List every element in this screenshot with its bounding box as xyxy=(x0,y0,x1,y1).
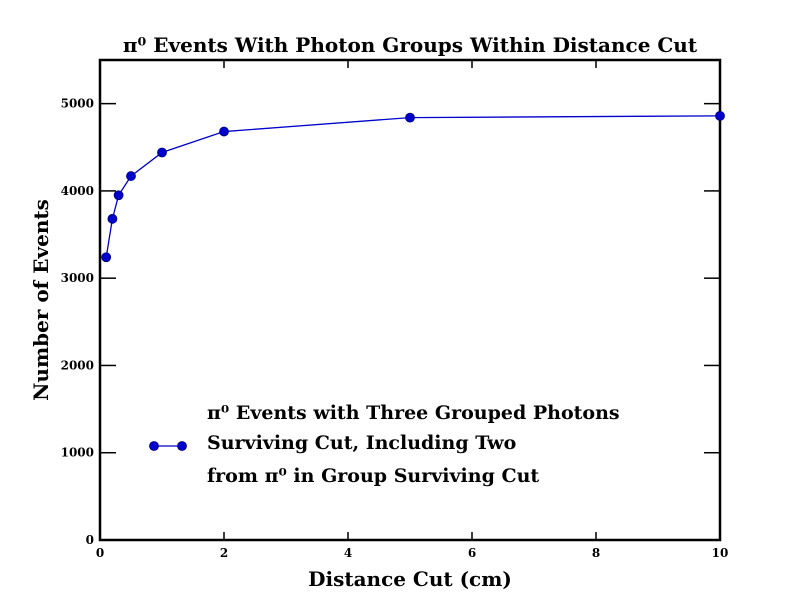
y-tick-label: 1000 xyxy=(61,446,94,460)
x-axis-label: Distance Cut (cm) xyxy=(308,567,512,591)
y-tick-label: 0 xyxy=(86,533,94,547)
data-point xyxy=(219,126,229,137)
y-tick-label: 2000 xyxy=(61,358,94,372)
x-tick-label: 10 xyxy=(712,546,729,560)
plot-frame xyxy=(98,58,722,542)
x-tick-label: 2 xyxy=(220,546,228,560)
y-tick-label: 4000 xyxy=(61,184,94,198)
legend: π⁰ Events with Three Grouped Photons Surv… xyxy=(149,402,620,487)
data-point xyxy=(405,112,415,123)
data-point xyxy=(157,147,167,158)
legend-label-line: π⁰ Events with Three Grouped Photons xyxy=(207,402,620,424)
x-tick-label: 4 xyxy=(344,546,352,560)
y-axis-label: Number of Events xyxy=(29,199,53,401)
series-layer xyxy=(101,110,725,263)
legend-label-line: Surviving Cut, Including Two xyxy=(207,432,516,454)
legend-swatch-marker xyxy=(177,441,187,451)
x-tick-label: 0 xyxy=(96,546,104,560)
x-tick-label: 8 xyxy=(592,546,600,560)
data-point xyxy=(101,252,112,263)
chart-title: π⁰ Events With Photon Groups Within Dist… xyxy=(123,33,698,57)
series-line xyxy=(105,115,721,258)
x-tick-label: 6 xyxy=(468,546,476,560)
axis-ticks: 0 2 4 6 8 10 0 1000 2000 3000 4000 5000 xyxy=(61,60,729,560)
legend-label-line: from π⁰ in Group Surviving Cut xyxy=(207,465,539,487)
data-point xyxy=(715,110,725,121)
data-point xyxy=(107,213,118,224)
data-point xyxy=(113,190,124,201)
legend-swatch-marker xyxy=(149,441,159,451)
y-tick-label: 3000 xyxy=(61,271,94,285)
y-tick-label: 5000 xyxy=(61,97,94,111)
data-point xyxy=(126,171,136,181)
